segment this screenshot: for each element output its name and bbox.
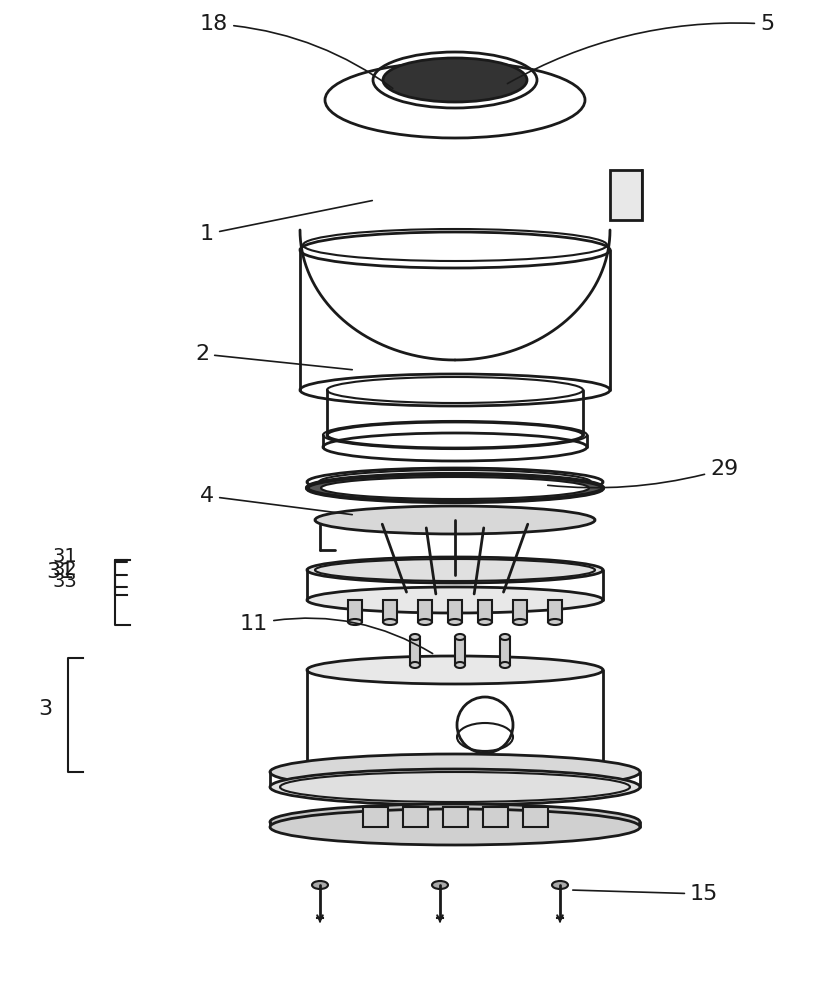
Text: 11: 11 [240,614,433,654]
Text: 2: 2 [195,344,352,370]
Text: 1: 1 [200,201,372,244]
Text: 4: 4 [200,486,352,515]
Ellipse shape [307,474,603,502]
Bar [448,600,462,622]
Bar [363,807,388,827]
Ellipse shape [270,754,640,790]
Ellipse shape [432,881,448,889]
Ellipse shape [321,477,589,499]
Bar [418,600,432,622]
Ellipse shape [383,58,527,102]
Text: 3: 3 [38,699,52,719]
Ellipse shape [307,557,603,583]
Ellipse shape [500,634,510,640]
Ellipse shape [270,769,640,805]
Text: 31: 31 [53,547,78,566]
Text: 32: 32 [53,560,78,579]
Text: 5: 5 [507,14,774,84]
Bar [483,807,508,827]
Ellipse shape [312,881,328,889]
Ellipse shape [478,619,492,625]
Bar [455,637,465,665]
Bar [500,637,510,665]
Text: 29: 29 [548,459,738,488]
Bar [383,600,397,622]
Ellipse shape [455,634,465,640]
Ellipse shape [348,619,362,625]
Bar [478,600,492,622]
Bar [610,170,642,220]
Bar [513,600,527,622]
Ellipse shape [315,506,595,534]
Ellipse shape [513,619,527,625]
Ellipse shape [410,634,420,640]
Ellipse shape [500,662,510,668]
Bar [410,637,420,665]
Bar [443,807,468,827]
Ellipse shape [548,619,562,625]
Ellipse shape [270,809,640,845]
Bar [348,600,362,622]
Text: 33: 33 [53,572,78,591]
Ellipse shape [270,804,640,840]
Ellipse shape [410,662,420,668]
Text: 15: 15 [573,884,718,904]
Ellipse shape [552,881,568,889]
Ellipse shape [455,662,465,668]
Bar [403,807,428,827]
Ellipse shape [307,656,603,684]
Text: 18: 18 [200,14,393,88]
Ellipse shape [307,587,603,613]
Ellipse shape [448,619,462,625]
Ellipse shape [383,619,397,625]
Bar [523,807,548,827]
Ellipse shape [418,619,432,625]
Text: 31: 31 [46,562,74,582]
Bar [548,600,562,622]
